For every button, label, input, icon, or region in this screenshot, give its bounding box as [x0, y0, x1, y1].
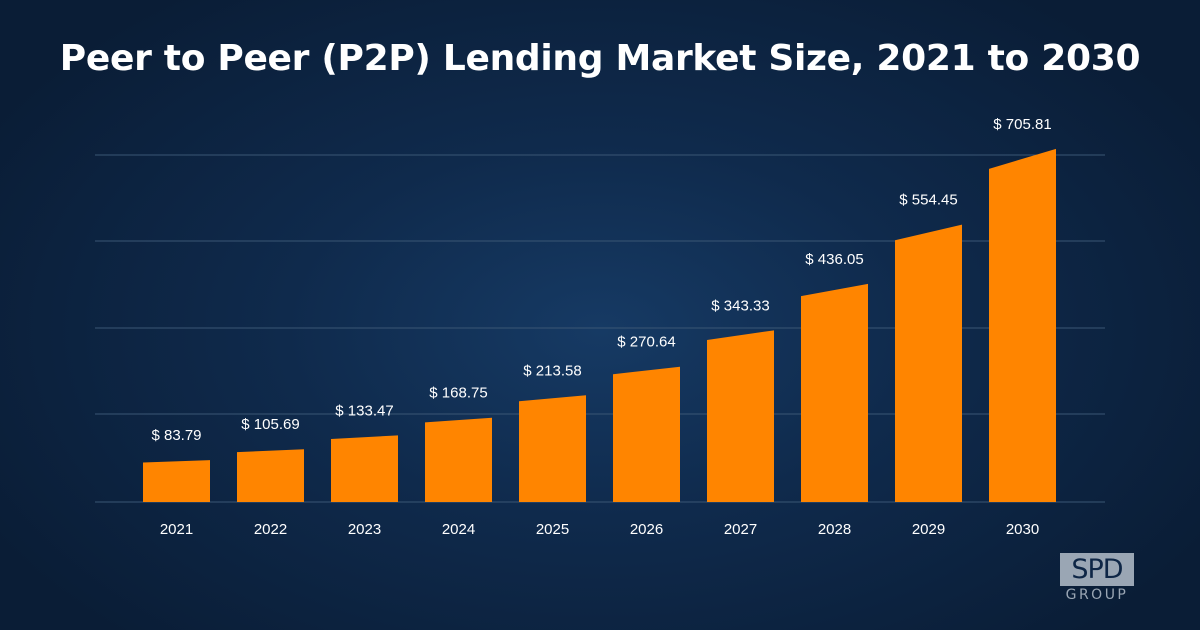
data-label-2024: $ 168.75 — [429, 385, 487, 402]
data-label-2022: $ 105.69 — [241, 416, 299, 433]
chart-title: Peer to Peer (P2P) Lending Market Size, … — [59, 38, 1141, 79]
bar-2024 — [425, 417, 492, 502]
data-label-2029: $ 554.45 — [899, 192, 957, 209]
x-tick-2028: 2028 — [818, 521, 851, 538]
x-tick-2027: 2027 — [724, 521, 757, 538]
x-tick-2023: 2023 — [348, 521, 381, 538]
bar-2021 — [143, 460, 210, 502]
x-axis-ticks: 2021 2022 2023 2024 2025 2026 2027 2028 2029 2030 — [160, 521, 1039, 538]
x-tick-2026: 2026 — [630, 521, 663, 538]
data-label-2027: $ 343.33 — [711, 297, 769, 314]
bar-2026 — [613, 366, 680, 502]
x-tick-2030: 2030 — [1006, 521, 1039, 538]
data-label-2028: $ 436.05 — [805, 251, 863, 268]
logo-sub: GROUP — [1065, 587, 1129, 603]
spd-group-logo: SPD GROUP — [1060, 553, 1134, 605]
bar-2025 — [519, 395, 586, 502]
data-label-2023: $ 133.47 — [335, 402, 393, 419]
data-labels: $ 83.79 $ 105.69 $ 133.47 $ 168.75 $ 213.58 $… — [151, 116, 1051, 444]
x-tick-2021: 2021 — [160, 521, 193, 538]
bar-2023 — [331, 435, 398, 502]
bars — [143, 148, 1056, 502]
x-tick-2029: 2029 — [912, 521, 945, 538]
bar-2027 — [707, 330, 774, 502]
data-label-2025: $ 213.58 — [523, 362, 581, 379]
bar-2028 — [801, 283, 868, 502]
data-label-2030: $ 705.81 — [993, 116, 1051, 133]
bar-2029 — [895, 224, 962, 502]
bar-2030 — [989, 148, 1056, 502]
bar-2022 — [237, 449, 304, 502]
data-label-2026: $ 270.64 — [617, 334, 675, 351]
data-label-2021: $ 83.79 — [151, 427, 201, 444]
x-tick-2022: 2022 — [254, 521, 287, 538]
x-tick-2025: 2025 — [536, 521, 569, 538]
logo-main: SPD — [1060, 553, 1134, 586]
x-tick-2024: 2024 — [442, 521, 475, 538]
